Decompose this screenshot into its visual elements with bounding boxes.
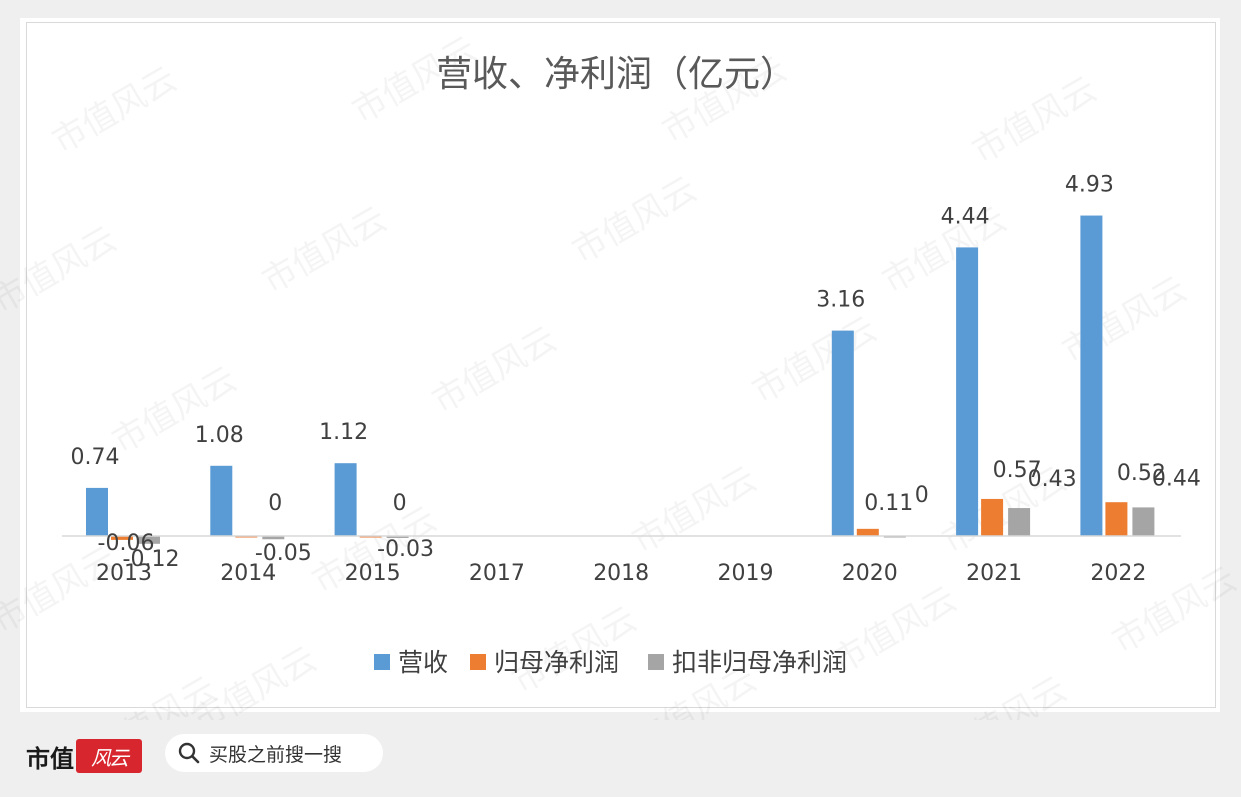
- watermark-text: 市值风云: [46, 59, 184, 162]
- x-tick-2018: 2018: [593, 561, 649, 586]
- footer-bar: 市值 风云 买股之前搜一搜: [0, 720, 1241, 797]
- search-placeholder: 买股之前搜一搜: [209, 743, 343, 766]
- data-label-2020-s1: 0.11: [864, 491, 913, 516]
- data-label-2022-s2: 0.44: [1152, 466, 1201, 491]
- bar-2013-s2: [138, 536, 160, 544]
- x-tick-2021: 2021: [966, 561, 1022, 586]
- watermark-text: 市值风云: [966, 69, 1104, 172]
- data-label-2021-s0: 4.44: [941, 204, 990, 229]
- data-label-2013-s1: -0.06: [98, 531, 155, 556]
- chart-card: [20, 18, 1220, 712]
- watermark-text: 市值风云: [626, 459, 764, 562]
- bar-2020-s1: [856, 528, 879, 536]
- watermark-text: 市值风云: [1056, 269, 1194, 372]
- bar-2022-s0: [1080, 215, 1103, 537]
- chart-title: 营收、净利润（亿元）: [436, 54, 796, 95]
- x-tick-2022: 2022: [1090, 561, 1146, 586]
- watermark-text: 市值风云: [746, 309, 884, 412]
- legend-label-s2: 扣非归母净利润: [672, 648, 847, 677]
- bar-2015-s0: [334, 463, 357, 536]
- data-label-2021-s1: 0.57: [993, 458, 1042, 483]
- legend-swatch-s0: [374, 654, 390, 670]
- watermark-text: 市值风云: [936, 669, 1074, 720]
- data-label-2015-s1: 0: [393, 491, 407, 516]
- data-label-2014-s1: 0: [268, 491, 282, 516]
- data-labels-layer: 0.74 -0.06-0.12 1.08 0 -0.05 1.12 0 -0.03 3.16 0.…: [71, 173, 1201, 572]
- data-label-2022-s1: 0.52: [1117, 461, 1166, 486]
- data-label-2015-s0: 1.12: [319, 420, 368, 445]
- data-label-2021-s2: 0.43: [1028, 467, 1077, 492]
- x-tick-2017: 2017: [469, 561, 525, 586]
- bar-2022-s2: [1132, 507, 1155, 536]
- brand-text: 市值: [26, 743, 74, 773]
- watermark-text: 市值风云: [256, 199, 394, 302]
- bars-layer: [86, 215, 1155, 544]
- data-label-2013-s2: -0.12: [123, 547, 180, 572]
- x-tick-labels-layer: 2013 2014 2015 2017 2018 2019 2020 2021 2022: [96, 561, 1146, 586]
- bar-2021-s2: [1008, 508, 1031, 536]
- data-label-2014-s2: -0.05: [255, 541, 312, 566]
- x-tick-2019: 2019: [718, 561, 774, 586]
- watermark-text: 市值风云: [86, 669, 224, 720]
- bar-2013-s0: [86, 487, 108, 536]
- data-label-2013-s0: 0.74: [71, 445, 120, 470]
- data-label-2014-s0: 1.08: [195, 423, 244, 448]
- chart-frame: [26, 22, 1216, 708]
- watermark-text: 市值风云: [0, 219, 123, 322]
- x-tick-2014: 2014: [220, 561, 276, 586]
- bar-2021-s0: [956, 247, 979, 536]
- brand-seal-text: 风云: [91, 745, 129, 770]
- brand-seal: 风云: [76, 739, 142, 773]
- bar-2013-s1: [111, 536, 133, 540]
- x-tick-2015: 2015: [345, 561, 401, 586]
- brand-logo: 市值 风云: [26, 736, 142, 776]
- data-label-2022-s0: 4.93: [1065, 173, 1114, 198]
- data-label-2020-s0: 3.16: [816, 288, 865, 313]
- watermark-text: 市值风云: [566, 169, 704, 272]
- legend-swatch-s2: [648, 654, 664, 670]
- bar-2021-s1: [981, 498, 1004, 536]
- bar-2014-s0: [210, 465, 233, 536]
- legend: 营收 归母净利润 扣非归母净利润: [374, 648, 847, 677]
- legend-label-s0: 营收: [398, 648, 448, 677]
- legend-label-s1: 归母净利润: [494, 648, 619, 677]
- bar-2022-s1: [1105, 502, 1128, 536]
- search-icon: [178, 742, 200, 764]
- search-box[interactable]: 买股之前搜一搜: [165, 734, 383, 772]
- x-tick-2020: 2020: [842, 561, 898, 586]
- x-tick-2013: 2013: [96, 561, 152, 586]
- legend-swatch-s1: [470, 654, 486, 670]
- watermark-text: 市值风云: [426, 319, 564, 422]
- bar-2020-s0: [831, 330, 854, 536]
- bar-2015-s2: [386, 536, 409, 538]
- data-label-2015-s2: -0.03: [377, 537, 434, 562]
- bar-2014-s2: [262, 536, 285, 540]
- data-label-2020-s2: 0: [915, 483, 929, 508]
